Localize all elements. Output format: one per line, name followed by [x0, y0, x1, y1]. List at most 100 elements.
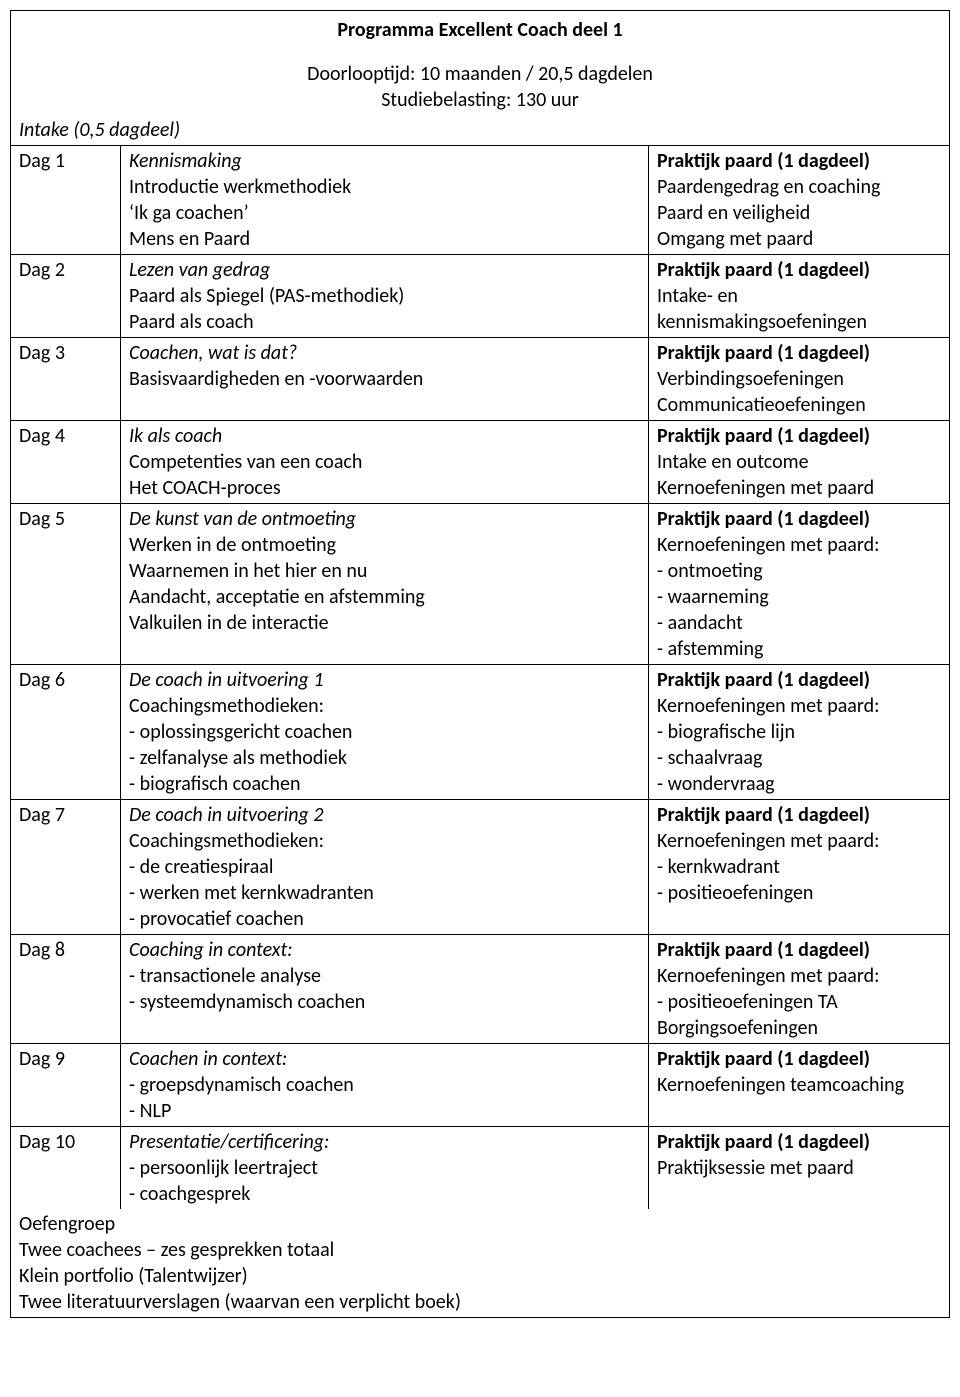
practice-line: Intake- en kennismakingsoefeningen	[657, 283, 941, 335]
practice-line: Omgang met paard	[657, 226, 941, 252]
day-label: Dag 10	[11, 1127, 121, 1209]
topic-line: Basisvaardigheden en -voorwaarden	[129, 366, 640, 392]
day-topics: De coach in uitvoering 1Coachingsmethodi…	[121, 665, 649, 799]
topic-line: Het COACH-proces	[129, 475, 640, 501]
topic-line: Kennismaking	[129, 148, 640, 174]
day-practice: Praktijk paard (1 dagdeel)Paardengedrag …	[649, 146, 949, 254]
day-label: Dag 4	[11, 421, 121, 503]
footer-line: Klein portfolio (Talentwijzer)	[19, 1263, 941, 1289]
footer-line: Twee literatuurverslagen (waarvan een ve…	[19, 1289, 941, 1315]
day-practice: Praktijk paard (1 dagdeel)Praktijksessie…	[649, 1127, 949, 1209]
practice-line: Borgingsoefeningen	[657, 1015, 941, 1041]
practice-line: - positieoefeningen TA	[657, 989, 941, 1015]
footer-line: Twee coachees – zes gesprekken totaal	[19, 1237, 941, 1263]
practice-line: Verbindingsoefeningen	[657, 366, 941, 392]
topic-line: ‘Ik ga coachen’	[129, 200, 640, 226]
practice-line: - kernkwadrant	[657, 854, 941, 880]
day-label: Dag 6	[11, 665, 121, 799]
table-row: Dag 5De kunst van de ontmoetingWerken in…	[11, 504, 949, 665]
duration-line: Doorlooptijd: 10 maanden / 20,5 dagdelen	[19, 61, 941, 87]
practice-line: Praktijk paard (1 dagdeel)	[657, 802, 941, 828]
footer-line: Oefengroep	[19, 1211, 941, 1237]
day-label: Dag 7	[11, 800, 121, 934]
practice-line: Communicatieoefeningen	[657, 392, 941, 418]
day-label: Dag 9	[11, 1044, 121, 1126]
topic-line: Introductie werkmethodiek	[129, 174, 640, 200]
practice-line: Praktijk paard (1 dagdeel)	[657, 148, 941, 174]
topic-line: - NLP	[129, 1098, 640, 1124]
topic-line: - werken met kernkwadranten	[129, 880, 640, 906]
topic-line: Waarnemen in het hier en nu	[129, 558, 640, 584]
table-row: Dag 3 Coachen, wat is dat?Basisvaardighed…	[11, 338, 949, 421]
footer: OefengroepTwee coachees – zes gesprekken…	[11, 1209, 949, 1317]
table-row: Dag 6De coach in uitvoering 1Coachingsme…	[11, 665, 949, 800]
practice-line: Praktijk paard (1 dagdeel)	[657, 423, 941, 449]
day-label: Dag 5	[11, 504, 121, 664]
topic-line: Competenties van een coach	[129, 449, 640, 475]
study-load-line: Studiebelasting: 130 uur	[19, 87, 941, 113]
program-title: Programma Excellent Coach deel 1	[19, 17, 941, 43]
table-row: Dag 1KennismakingIntroductie werkmethodi…	[11, 146, 949, 255]
topic-line: Coachen, wat is dat?	[129, 340, 640, 366]
topic-line: - groepsdynamisch coachen	[129, 1072, 640, 1098]
practice-line: Kernoefeningen met paard:	[657, 532, 941, 558]
topic-line: Valkuilen in de interactie	[129, 610, 640, 636]
practice-line: Kernoefeningen met paard:	[657, 693, 941, 719]
practice-line: - ontmoeting	[657, 558, 941, 584]
topic-line: - zelfanalyse als methodiek	[129, 745, 640, 771]
practice-line: Kernoefeningen teamcoaching	[657, 1072, 941, 1098]
practice-line: Kernoefeningen met paard:	[657, 828, 941, 854]
practice-line: Kernoefeningen met paard	[657, 475, 941, 501]
topic-line: - provocatief coachen	[129, 906, 640, 932]
practice-line: Praktijk paard (1 dagdeel)	[657, 340, 941, 366]
topic-line: - systeemdynamisch coachen	[129, 989, 640, 1015]
day-practice: Praktijk paard (1 dagdeel)Kernoefeningen…	[649, 935, 949, 1043]
topic-line: - biografisch coachen	[129, 771, 640, 797]
day-label: Dag 3	[11, 338, 121, 420]
practice-line: Praktijk paard (1 dagdeel)	[657, 257, 941, 283]
day-topics: Presentatie/certificering:- persoonlijk …	[121, 1127, 649, 1209]
practice-line: - biografische lijn	[657, 719, 941, 745]
day-practice: Praktijk paard (1 dagdeel)Verbindingsoef…	[649, 338, 949, 420]
practice-line: Paard en veiligheid	[657, 200, 941, 226]
practice-line: Praktijk paard (1 dagdeel)	[657, 506, 941, 532]
table-row: Dag 2Lezen van gedragPaard als Spiegel (…	[11, 255, 949, 338]
practice-line: Praktijk paard (1 dagdeel)	[657, 937, 941, 963]
topic-line: De coach in uitvoering 1	[129, 667, 640, 693]
table-row: Dag 4Ik als coachCompetenties van een co…	[11, 421, 949, 504]
table-row: Dag 9 Coachen in context:- groepsdynamisc…	[11, 1044, 949, 1127]
topic-line: - coachgesprek	[129, 1181, 640, 1207]
topic-line: De coach in uitvoering 2	[129, 802, 640, 828]
topic-line: - de creatiespiraal	[129, 854, 640, 880]
topic-line: Coachen in context:	[129, 1046, 640, 1072]
intake-row: Intake (0,5 dagdeel)	[11, 115, 949, 146]
day-practice: Praktijk paard (1 dagdeel)Intake- en ken…	[649, 255, 949, 337]
topic-line: - transactionele analyse	[129, 963, 640, 989]
topic-line: Paard als Spiegel (PAS-methodiek)	[129, 283, 640, 309]
practice-line: Praktijk paard (1 dagdeel)	[657, 1129, 941, 1155]
day-practice: Praktijk paard (1 dagdeel)Kernoefeningen…	[649, 800, 949, 934]
program-sheet: Programma Excellent Coach deel 1 Doorloo…	[10, 10, 950, 1318]
practice-line: Praktijk paard (1 dagdeel)	[657, 667, 941, 693]
day-topics: De kunst van de ontmoetingWerken in de o…	[121, 504, 649, 664]
day-practice: Praktijk paard (1 dagdeel)Kernoefeningen…	[649, 665, 949, 799]
day-topics: Coaching in context:- transactionele ana…	[121, 935, 649, 1043]
header: Programma Excellent Coach deel 1 Doorloo…	[11, 11, 949, 115]
practice-line: - aandacht	[657, 610, 941, 636]
day-label: Dag 8	[11, 935, 121, 1043]
table-row: Dag 10Presentatie/certificering:- persoo…	[11, 1127, 949, 1209]
practice-line: - schaalvraag	[657, 745, 941, 771]
practice-line: Intake en outcome	[657, 449, 941, 475]
table-row: Dag 8Coaching in context:- transactionel…	[11, 935, 949, 1044]
topic-line: Coachingsmethodieken:	[129, 828, 640, 854]
practice-line: - afstemming	[657, 636, 941, 662]
practice-line: Paardengedrag en coaching	[657, 174, 941, 200]
day-topics: Ik als coachCompetenties van een coachHe…	[121, 421, 649, 503]
practice-line: Praktijksessie met paard	[657, 1155, 941, 1181]
topic-line: Presentatie/certificering:	[129, 1129, 640, 1155]
table-row: Dag 7 De coach in uitvoering 2Coachingsme…	[11, 800, 949, 935]
practice-line: - waarneming	[657, 584, 941, 610]
day-practice: Praktijk paard (1 dagdeel)Kernoefeningen…	[649, 504, 949, 664]
practice-line: Kernoefeningen met paard:	[657, 963, 941, 989]
topic-line: De kunst van de ontmoeting	[129, 506, 640, 532]
